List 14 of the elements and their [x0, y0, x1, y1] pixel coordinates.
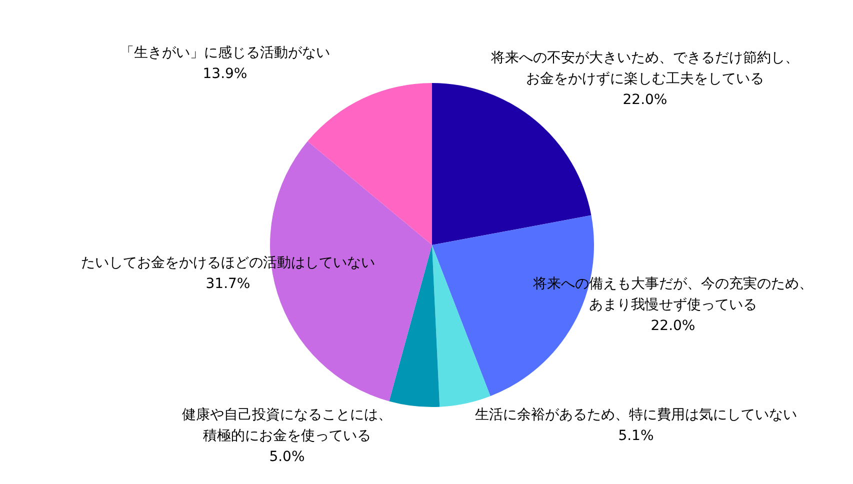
pie-slice — [389, 245, 440, 407]
data-label: 13.9% — [202, 66, 248, 82]
pie-slice — [308, 83, 432, 245]
data-label: 5.0% — [269, 449, 305, 465]
slice-label: 「生きがい」に感じる活動がない — [120, 45, 330, 61]
data-label: 22.0% — [650, 318, 696, 334]
slice-label: 生活に余裕があるため、特に費用は気にしていない — [475, 407, 797, 423]
slice-label: 将来への不安が大きいため、できるだけ節約し、お金をかけずに楽しむ工夫をしている — [490, 50, 799, 87]
slice-label: 将来への備えも大事だが、今の充実のため、あまり我慢せず使っている — [532, 276, 813, 313]
data-label: 31.7% — [206, 276, 250, 292]
pie-slice — [432, 245, 490, 407]
data-label: 5.1% — [618, 428, 654, 444]
slice-label: 健康や自己投資になることには、積極的にお金を使っている — [182, 407, 392, 444]
data-label: 22.0% — [622, 92, 668, 108]
